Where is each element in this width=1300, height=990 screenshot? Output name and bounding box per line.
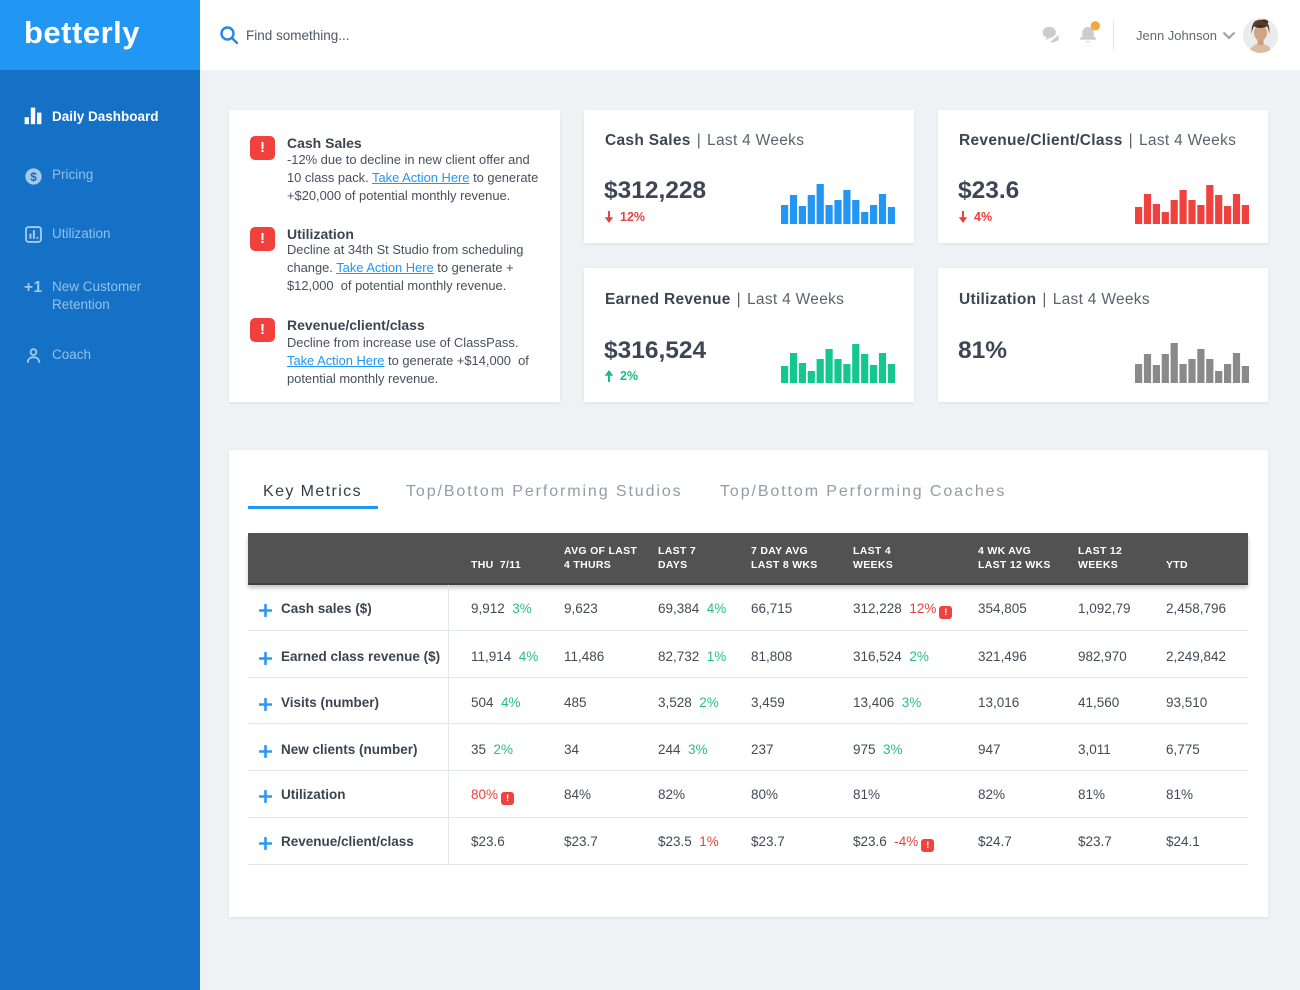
svg-text:$: $: [30, 169, 37, 183]
